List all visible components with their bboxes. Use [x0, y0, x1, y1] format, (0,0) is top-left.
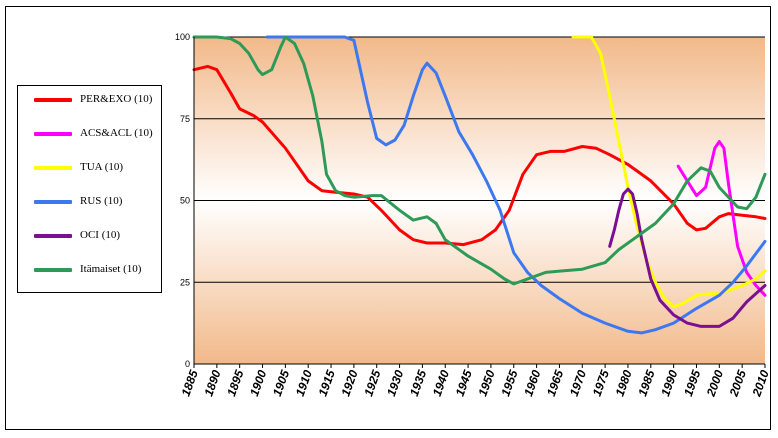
y-tick-label: 0	[185, 359, 190, 369]
y-tick-label: 75	[180, 114, 190, 124]
x-tick-label: 1900	[247, 368, 269, 398]
x-tick-label: 2005	[726, 368, 749, 399]
x-tick-label: 2000	[704, 368, 727, 399]
legend-swatch	[34, 98, 72, 102]
x-tick-label: 1915	[316, 368, 338, 398]
x-tick-label: 1925	[361, 368, 383, 398]
x-tick-label: 1995	[681, 368, 703, 398]
legend-item: OCI (10)	[18, 226, 163, 246]
legend-swatch	[34, 234, 72, 238]
legend-label: TUA (10)	[80, 161, 124, 173]
series-line-5	[192, 35, 767, 286]
x-tick-label: 1965	[544, 368, 566, 398]
x-tick-label: 1940	[430, 368, 452, 398]
x-tick-label: 1955	[498, 368, 520, 398]
x-tick-label: 1910	[293, 368, 315, 398]
legend-item: Itämaiset (10)	[18, 260, 163, 280]
legend-item: PER&EXO (10)	[18, 90, 163, 110]
legend-item: RUS (10)	[18, 192, 163, 212]
x-tick-label: 1980	[612, 368, 634, 398]
y-tick-label: 100	[175, 32, 190, 42]
x-tick-label: 1945	[453, 368, 475, 398]
legend-label: ACS&ACL (10)	[80, 127, 153, 139]
x-tick-label: 1920	[338, 368, 360, 398]
x-tick-label: 1990	[658, 368, 680, 398]
legend-label: RUS (10)	[80, 195, 123, 207]
series-line-1	[676, 140, 767, 297]
series-line-3	[265, 35, 767, 335]
x-tick-labels: 1885 1890 1895 1900 1905 1910 1915 1920 1925 1930…	[179, 368, 772, 399]
x-tick-label: 1885	[179, 368, 201, 398]
y-tick-label: 25	[180, 277, 190, 287]
x-tick-label: 1975	[590, 368, 612, 398]
legend-swatch	[34, 268, 72, 272]
legend-label: OCI (10)	[80, 229, 121, 241]
x-tick-label: 1935	[407, 368, 429, 398]
x-tick-label: 1895	[224, 368, 246, 398]
legend-swatch	[34, 132, 72, 136]
x-tick-label: 1930	[384, 368, 406, 398]
series-layer	[192, 35, 767, 335]
legend-item: TUA (10)	[18, 158, 163, 178]
x-tick-label: 1890	[201, 368, 223, 398]
x-tick-label: 1960	[521, 368, 543, 398]
x-tick-label: 1905	[270, 368, 292, 398]
x-tick-label: 1985	[635, 368, 657, 398]
legend-label: Itämaiset (10)	[80, 263, 142, 275]
series-line-4	[608, 187, 767, 328]
legend-label: PER&EXO (10)	[80, 93, 153, 105]
axes	[193, 37, 766, 368]
x-tick-label: 2010	[749, 368, 772, 399]
chart-frame: 0 25 50 75 100 1885 1890 1895 1900 1905 1910 1915 1…	[5, 6, 772, 430]
legend-swatch	[34, 166, 72, 170]
series-line-0	[192, 64, 767, 247]
legend: PER&EXO (10) ACS&ACL (10) TUA (10) RUS (10)…	[17, 85, 162, 293]
legend-swatch	[34, 200, 72, 204]
x-tick-label: 1970	[567, 368, 589, 398]
y-tick-labels: 0 25 50 75 100	[175, 32, 190, 369]
y-tick-label: 50	[180, 196, 190, 206]
legend-item: ACS&ACL (10)	[18, 124, 163, 144]
x-tick-label: 1950	[475, 368, 497, 398]
